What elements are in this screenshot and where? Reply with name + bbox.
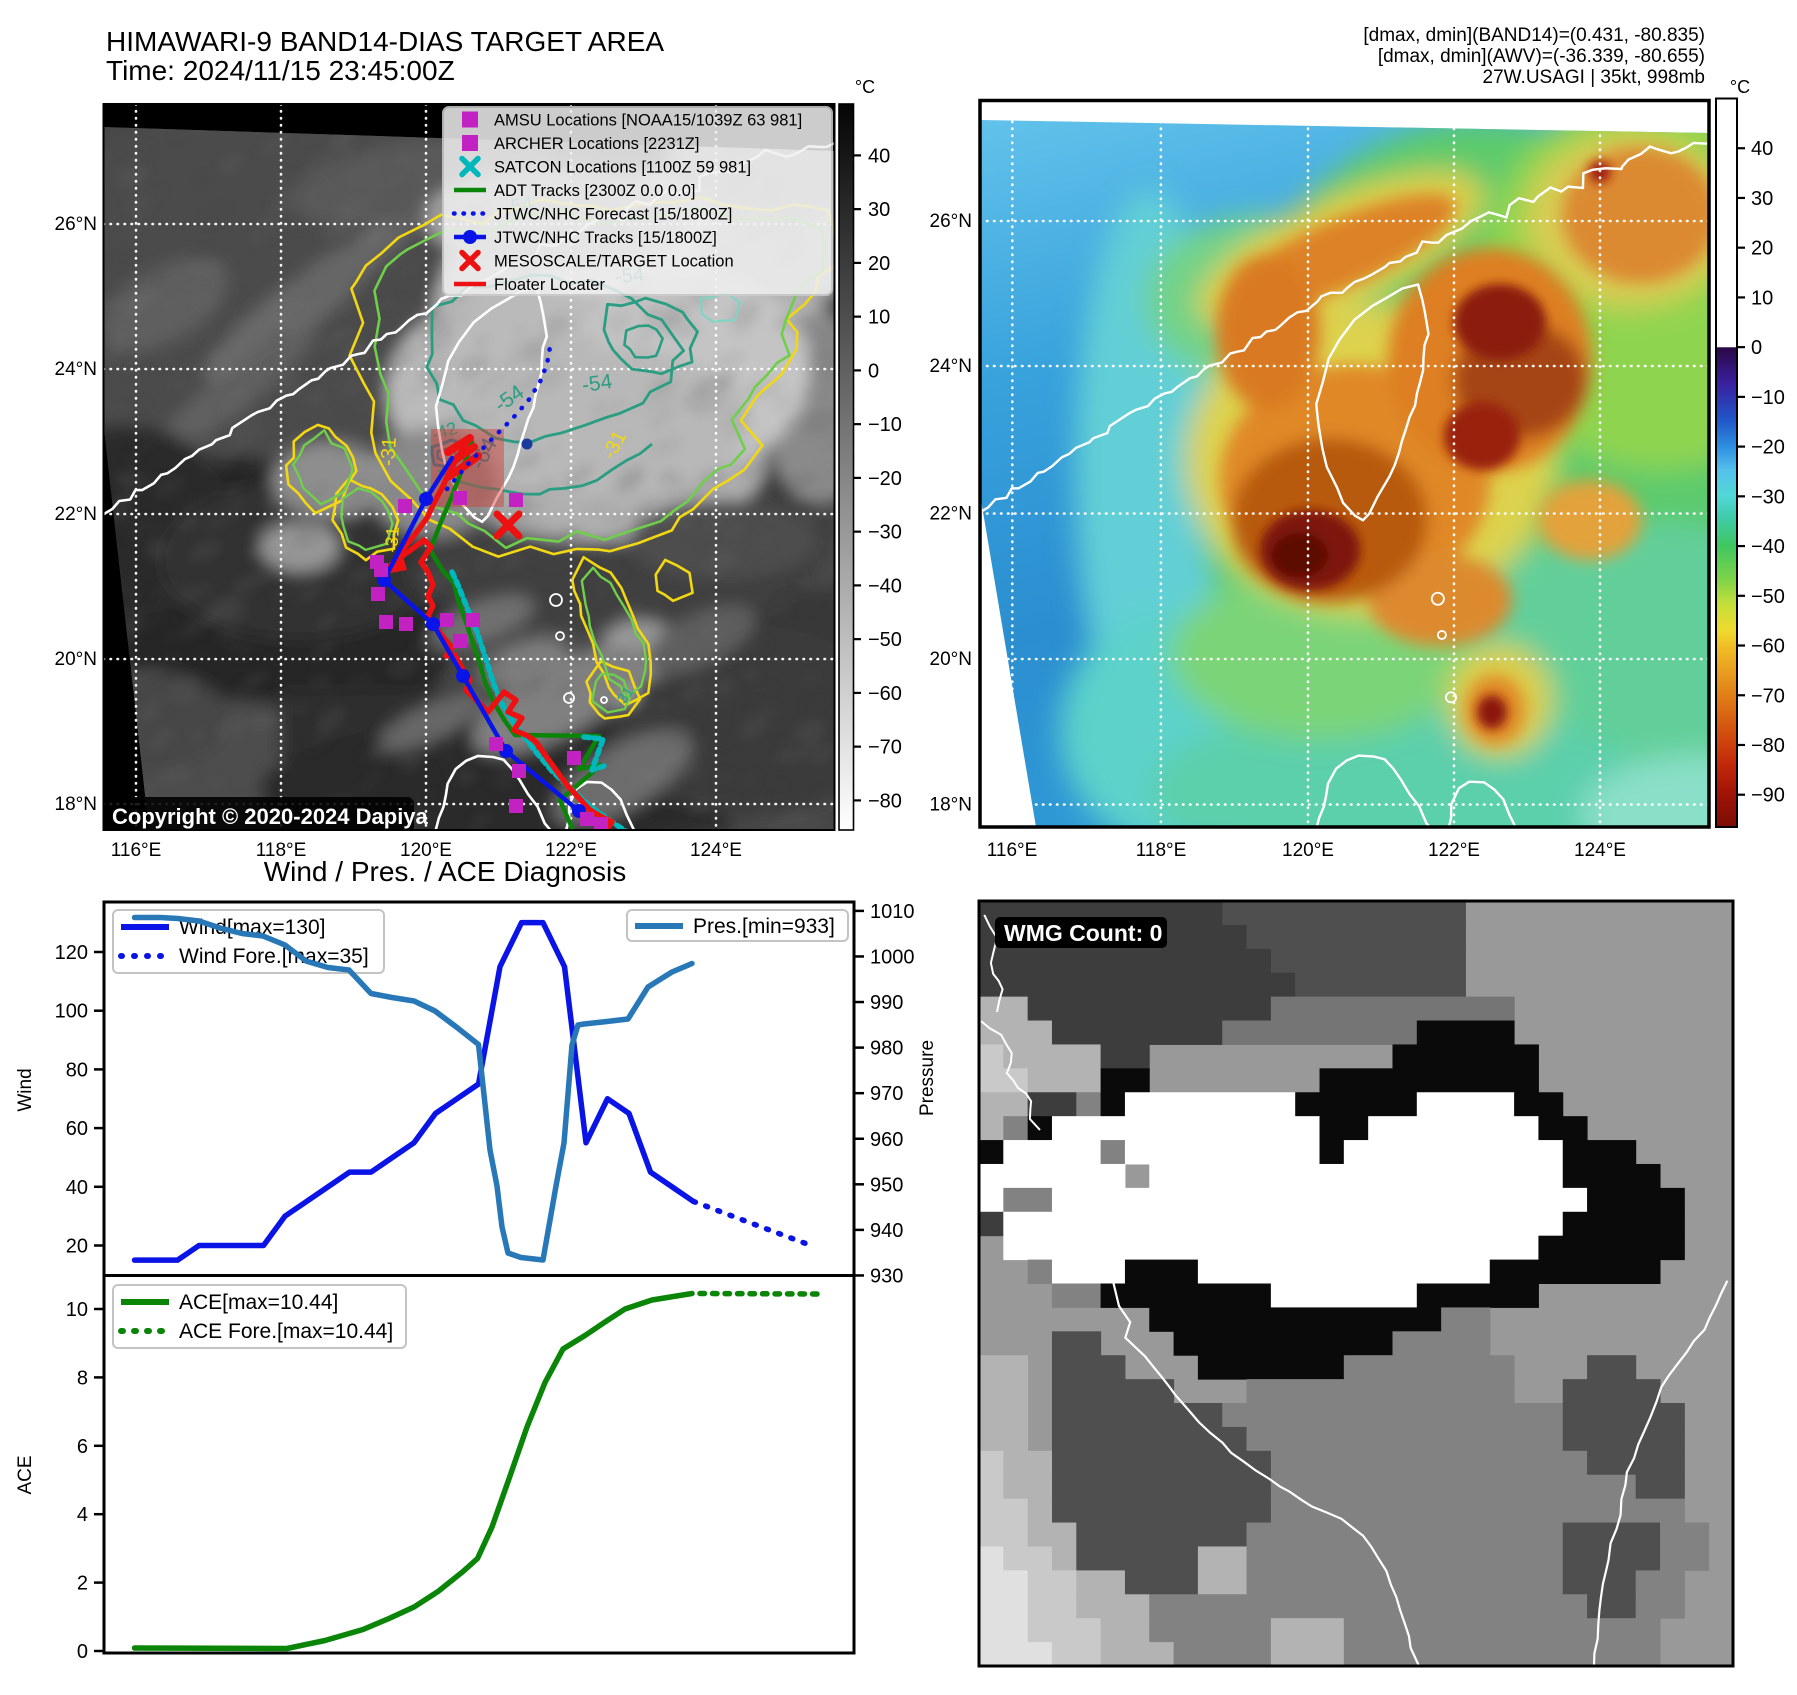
svg-text:118°E: 118°E [1136,840,1187,861]
svg-text:80: 80 [66,1059,88,1081]
svg-text:AMSU Locations [NOAA15/1039Z 6: AMSU Locations [NOAA15/1039Z 63 981] [494,112,802,130]
svg-text:26°N: 26°N [930,211,972,232]
svg-text:30: 30 [868,199,890,221]
svg-text:Wind[max=130]: Wind[max=130] [179,916,326,939]
svg-text:−50: −50 [868,629,902,651]
svg-text:-54: -54 [580,370,614,397]
svg-text:980: 980 [870,1038,903,1060]
svg-text:960: 960 [870,1129,903,1151]
svg-text:ACE: ACE [15,1455,36,1494]
svg-text:10: 10 [1751,287,1773,309]
svg-text:−10: −10 [1751,387,1785,409]
svg-text:122°E: 122°E [545,840,597,861]
svg-text:−80: −80 [868,790,902,812]
svg-text:−50: −50 [1751,586,1785,608]
svg-text:930: 930 [870,1265,903,1287]
svg-text:SATCON Locations [1100Z 59 981: SATCON Locations [1100Z 59 981] [494,159,751,177]
svg-text:−30: −30 [1751,486,1785,508]
svg-text:JTWC/NHC Tracks [15/1800Z]: JTWC/NHC Tracks [15/1800Z] [494,229,717,247]
svg-text:122°E: 122°E [1428,840,1480,861]
svg-text:6: 6 [77,1436,88,1458]
svg-text:116°E: 116°E [111,840,162,861]
svg-text:MESOSCALE/TARGET Location: MESOSCALE/TARGET Location [494,253,734,271]
svg-text:−60: −60 [868,683,902,705]
svg-text:100: 100 [55,1001,88,1023]
svg-text:27W.USAGI | 35kt, 998mb: 27W.USAGI | 35kt, 998mb [1483,67,1705,88]
svg-text:Wind: Wind [15,1068,36,1111]
svg-text:0: 0 [1751,337,1762,359]
svg-text:24°N: 24°N [930,356,972,377]
svg-text:10: 10 [868,307,890,329]
svg-text:40: 40 [1751,138,1773,160]
svg-text:Time: 2024/11/15 23:45:00Z: Time: 2024/11/15 23:45:00Z [106,55,455,86]
svg-text:18°N: 18°N [55,794,97,815]
svg-text:−60: −60 [1751,636,1785,658]
svg-text:24°N: 24°N [55,359,97,380]
svg-text:950: 950 [870,1174,903,1196]
svg-text:26°N: 26°N [55,214,97,235]
svg-text:40: 40 [66,1177,88,1199]
svg-text:Wind / Pres. / ACE Diagnosis: Wind / Pres. / ACE Diagnosis [264,856,627,887]
svg-text:Pres.[min=933]: Pres.[min=933] [693,915,835,938]
svg-text:1000: 1000 [870,946,915,968]
svg-text:116°E: 116°E [987,840,1038,861]
svg-text:Wind Fore.[max=35]: Wind Fore.[max=35] [179,945,369,968]
svg-text:-31: -31 [377,436,401,466]
svg-text:−70: −70 [868,737,902,759]
svg-text:30: 30 [1751,188,1773,210]
svg-text:20: 20 [1751,238,1773,260]
svg-text:970: 970 [870,1083,903,1105]
svg-text:[dmax, dmin](AWV)=(-36.339, -8: [dmax, dmin](AWV)=(-36.339, -80.655) [1378,46,1705,67]
svg-text:−30: −30 [868,522,902,544]
svg-text:4: 4 [77,1504,88,1526]
svg-text:JTWC/NHC Forecast [15/1800Z]: JTWC/NHC Forecast [15/1800Z] [494,206,732,224]
svg-text:40: 40 [868,145,890,167]
svg-text:ACE Fore.[max=10.44]: ACE Fore.[max=10.44] [179,1320,393,1343]
svg-text:990: 990 [870,992,903,1014]
svg-text:Pressure: Pressure [917,1040,938,1116]
svg-text:°C: °C [1730,77,1750,97]
svg-text:ARCHER Locations [2231Z]: ARCHER Locations [2231Z] [494,135,699,153]
svg-text:−40: −40 [868,575,902,597]
svg-text:18°N: 18°N [930,795,972,816]
svg-text:−70: −70 [1751,685,1785,707]
svg-text:22°N: 22°N [55,504,97,525]
svg-text:[dmax, dmin](BAND14)=(0.431, -: [dmax, dmin](BAND14)=(0.431, -80.835) [1363,25,1705,46]
svg-text:Copyright © 2020-2024 Dapiya: Copyright © 2020-2024 Dapiya [112,804,429,829]
svg-text:124°E: 124°E [690,840,742,861]
svg-text:10: 10 [66,1299,88,1321]
svg-text:120°E: 120°E [1282,840,1334,861]
svg-text:20°N: 20°N [930,649,972,670]
svg-text:2: 2 [77,1573,88,1595]
svg-text:−20: −20 [868,468,902,490]
svg-text:WMG Count: 0: WMG Count: 0 [1004,920,1162,946]
svg-text:124°E: 124°E [1574,840,1626,861]
svg-text:ACE[max=10.44]: ACE[max=10.44] [179,1291,338,1314]
svg-text:−80: −80 [1751,735,1785,757]
svg-text:22°N: 22°N [930,504,972,525]
svg-text:118°E: 118°E [256,840,307,861]
svg-text:−20: −20 [1751,437,1785,459]
svg-text:°C: °C [855,77,875,97]
svg-text:1010: 1010 [870,901,915,923]
svg-text:120: 120 [55,942,88,964]
svg-text:120°E: 120°E [400,840,452,861]
svg-text:8: 8 [77,1367,88,1389]
svg-text:0: 0 [77,1641,88,1663]
svg-text:Floater Locater: Floater Locater [494,276,605,294]
svg-text:20°N: 20°N [55,649,97,670]
svg-text:20: 20 [868,253,890,275]
svg-text:-31: -31 [381,526,403,553]
svg-text:−40: −40 [1751,536,1785,558]
svg-text:940: 940 [870,1220,903,1242]
svg-text:ADT Tracks [2300Z 0.0 0.0]: ADT Tracks [2300Z 0.0 0.0] [494,182,695,200]
svg-text:20: 20 [66,1236,88,1258]
svg-text:−10: −10 [868,414,902,436]
svg-text:−90: −90 [1751,785,1785,807]
svg-text:60: 60 [66,1118,88,1140]
svg-text:HIMAWARI-9 BAND14-DIAS TARGET: HIMAWARI-9 BAND14-DIAS TARGET AREA [106,26,664,57]
svg-text:0: 0 [868,360,879,382]
